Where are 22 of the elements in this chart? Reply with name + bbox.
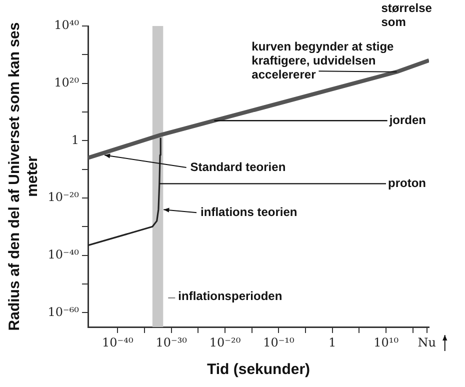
annotation: inflations teorien [200,204,298,219]
x-tick-label: 10⁻¹⁰ [263,335,294,350]
annotation: kurven begynder at stige kraftigere, udvidelsen accelererer [252,39,394,82]
y-tick-label: 1 [71,132,79,147]
y-tick-label: 10⁻⁶⁰ [48,304,80,319]
y-axis-title: Radius af den del af Universet som kan ses meter [6,22,42,331]
ref-line-label: jorden [388,112,426,127]
x-tick-label: 1 [328,335,336,350]
x-tick-label: 10⁻²⁰ [209,335,241,350]
x-tick-label: 10⁻³⁰ [156,335,188,350]
x-tick-label: 10⁻⁴⁰ [102,335,134,350]
band-label: inflationsperioden [178,289,282,304]
y-tick-label: 10⁻⁴⁰ [48,247,80,262]
x-axis-title: Tid (sekunder) [206,361,310,378]
annotation: størrelse som [381,0,432,29]
x-tick-label: Nu [418,335,436,350]
y-tick-label: 10⁻²⁰ [48,190,80,204]
y-tick-label: 10²⁰ [54,75,80,90]
x-tick-label: 10¹⁰ [374,335,399,350]
annotation: Standard teorien [190,160,286,174]
y-tick-label: 10⁴⁰ [54,18,80,32]
ref-line-label: proton [388,176,426,190]
